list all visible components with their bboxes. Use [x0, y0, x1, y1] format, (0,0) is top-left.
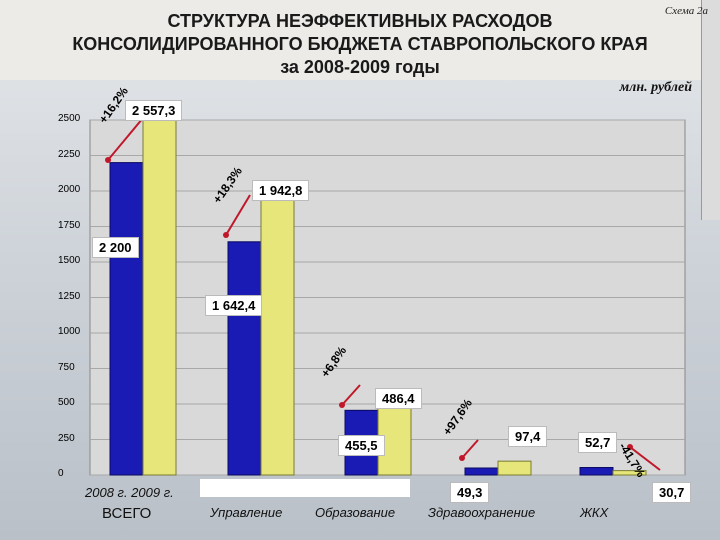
title-bar: [0, 0, 720, 80]
data-label-2008: 52,7: [578, 432, 618, 453]
change-arrow-dot: [339, 402, 345, 408]
data-label-2009: 1 942,8: [252, 180, 310, 201]
units-label: млн. рублей: [619, 80, 692, 95]
category-label: Здравоохранение: [428, 505, 536, 520]
right-edge-panel: [701, 0, 720, 220]
data-label-2008: 2 200: [92, 237, 139, 258]
change-arrow: [461, 439, 479, 459]
category-label: ЖКХ: [580, 505, 609, 520]
data-label-2009: 2 557,3: [125, 100, 183, 121]
data-label-2009: 30,7: [652, 482, 692, 503]
change-arrow-dot: [223, 232, 229, 238]
category-label: Образование: [315, 505, 396, 520]
category-label: ВСЕГО: [102, 505, 152, 522]
change-arrow-dot: [105, 157, 111, 163]
bar-2008: [579, 467, 614, 476]
change-arrow: [225, 194, 251, 236]
bar-2009: [497, 460, 532, 476]
y-tick-label: 1500: [58, 255, 81, 266]
title-line-1: СТРУКТУРА НЕЭФФЕКТИВНЫХ РАСХОДОВ: [167, 11, 553, 31]
change-arrow-dot: [459, 455, 465, 461]
y-tick-label: 2250: [58, 148, 81, 160]
y-tick-label: 2500: [58, 113, 81, 124]
data-label-2008: 49,3: [450, 482, 490, 503]
y-tick-label: 0: [58, 468, 64, 479]
data-label-2009: 486,4: [375, 388, 422, 409]
bar-2008: [109, 162, 144, 476]
y-tick-label: 1750: [58, 219, 81, 231]
category-label: Управление: [210, 505, 283, 520]
bar-2009: [142, 111, 177, 476]
bar-2008: [227, 241, 262, 476]
y-tick-label: 500: [58, 397, 75, 408]
bar-2009: [612, 470, 647, 476]
y-tick-label: 250: [58, 432, 75, 444]
change-arrow-dot: [627, 444, 633, 450]
change-arrow: [341, 384, 361, 406]
data-label-2008: 1 642,4: [205, 295, 263, 316]
y-tick-label: 1000: [58, 326, 81, 337]
x-label-years: 2008 г. 2009 г.: [85, 485, 174, 500]
data-label-2008: 455,5: [338, 435, 385, 456]
bar-2009: [260, 198, 295, 476]
y-tick-label: 750: [58, 361, 75, 373]
slide-title: СТРУКТУРА НЕЭФФЕКТИВНЫХ РАСХОДОВ КОНСОЛИ…: [0, 10, 720, 79]
bar-2008: [464, 467, 499, 476]
data-label-2009: 97,4: [508, 426, 548, 447]
schema-label: Схема 2а: [664, 5, 708, 17]
title-line-2: КОНСОЛИДИРОВАННОГО БЮДЖЕТА СТАВРОПОЛЬСКО…: [72, 34, 648, 54]
title-line-3: за 2008-2009 годы: [280, 57, 440, 77]
y-tick-label: 2000: [58, 184, 81, 195]
label-strip: [200, 479, 410, 497]
change-arrow: [629, 446, 661, 471]
y-tick-label: 1250: [58, 290, 81, 302]
